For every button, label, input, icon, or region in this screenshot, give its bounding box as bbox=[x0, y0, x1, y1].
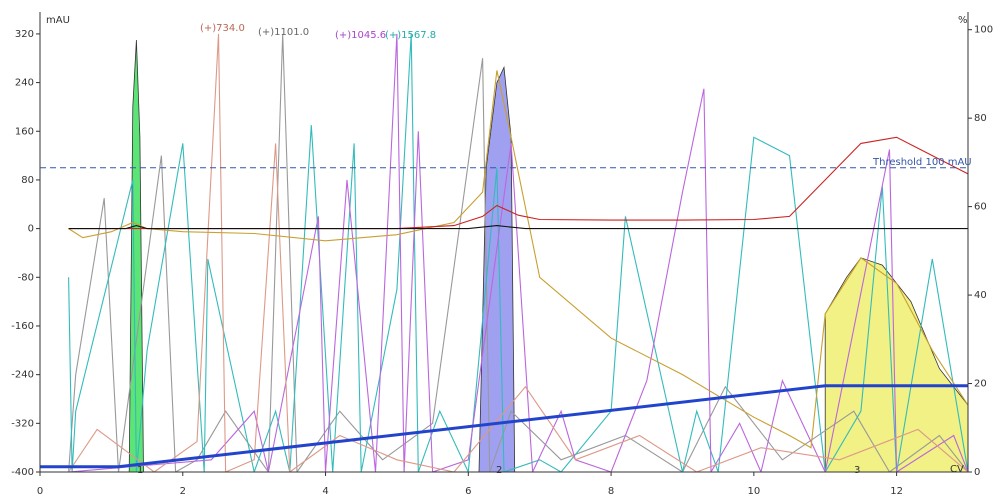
curve bbox=[68, 33, 968, 472]
y-tick-label: 320 bbox=[15, 29, 34, 40]
annotation: 2 bbox=[496, 465, 502, 476]
curve bbox=[68, 136, 968, 230]
y-tick-label: -160 bbox=[11, 321, 34, 332]
series-layer bbox=[40, 33, 968, 472]
curve bbox=[40, 384, 968, 469]
annotation: 3 bbox=[854, 465, 860, 476]
annotation: (+)734.0 bbox=[200, 23, 245, 34]
annotation: (+)1101.0 bbox=[258, 27, 309, 38]
y2-tick-label: 80 bbox=[974, 113, 987, 124]
x-axis-label: CV bbox=[950, 464, 964, 475]
y2-axis-label: % bbox=[958, 15, 968, 26]
threshold-label: Threshold 100 mAU bbox=[872, 157, 972, 168]
x-tick-label: 8 bbox=[608, 486, 614, 497]
y-tick-label: 80 bbox=[21, 175, 34, 186]
annotation: (+)1045.6 bbox=[335, 30, 386, 41]
y2-tick-label: 60 bbox=[974, 202, 987, 213]
y-tick-label: -400 bbox=[11, 467, 34, 478]
y2-tick-label: 100 bbox=[974, 25, 993, 36]
x-tick-label: 12 bbox=[890, 486, 903, 497]
y-tick-label: 0 bbox=[28, 224, 34, 235]
y-tick-label: -240 bbox=[11, 370, 34, 381]
y-tick-label: -320 bbox=[11, 418, 34, 429]
curve bbox=[68, 225, 968, 230]
peak-area bbox=[824, 257, 968, 472]
y-tick-label: -80 bbox=[18, 272, 34, 283]
y2-tick-label: 0 bbox=[974, 467, 980, 478]
annotation: (+)1567.8 bbox=[385, 30, 436, 41]
curve bbox=[68, 33, 968, 472]
curve bbox=[68, 33, 968, 472]
y2-tick-label: 40 bbox=[974, 290, 987, 301]
y-tick-label: 240 bbox=[15, 78, 34, 89]
annotation: 1 bbox=[137, 465, 143, 476]
x-tick-label: 6 bbox=[465, 486, 471, 497]
y-tick-label: 160 bbox=[15, 126, 34, 137]
x-tick-label: 10 bbox=[747, 486, 760, 497]
peak-area bbox=[128, 39, 144, 472]
y-axis-label: mAU bbox=[46, 15, 70, 26]
curve bbox=[68, 33, 968, 472]
x-tick-label: 0 bbox=[37, 486, 43, 497]
y2-tick-label: 20 bbox=[974, 379, 987, 390]
x-tick-label: 2 bbox=[180, 486, 186, 497]
x-tick-label: 4 bbox=[322, 486, 328, 497]
